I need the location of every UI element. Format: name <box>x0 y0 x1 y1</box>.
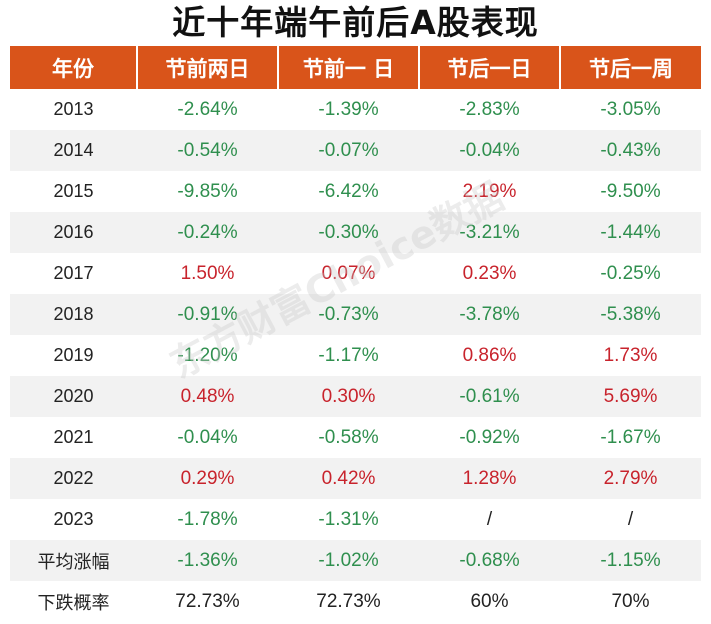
table-cell: -1.31% <box>318 508 379 530</box>
table-row: 2018 -0.91% -0.73% -3.78% -5.38% <box>10 294 701 335</box>
table-cell: -9.85% <box>177 180 238 202</box>
table-cell: 72.73% <box>175 590 240 612</box>
table-row: 2016 -0.24% -0.30% -3.21% -1.44% <box>10 212 701 253</box>
table-cell: -3.21% <box>419 212 560 253</box>
table-cell: 1.28% <box>419 458 560 499</box>
row-label: 2014 <box>10 130 137 171</box>
row-label: 2020 <box>10 376 137 417</box>
table-cell: -1.02% <box>278 540 419 581</box>
table-cell: -0.61% <box>419 376 560 417</box>
table-cell: 60% <box>470 590 509 612</box>
table-cell: -1.44% <box>560 212 701 253</box>
row-label: 2019 <box>53 345 94 365</box>
table-cell: -1.78% <box>177 508 238 530</box>
table-cell: -0.43% <box>560 130 701 171</box>
table-header-row: 年份 节前两日 节前一 日 节后一日 节后一周 <box>10 46 701 89</box>
table-row-probability: 下跌概率 72.73% 72.73% 60% 70% <box>10 581 701 622</box>
table-cell: -0.58% <box>318 426 379 448</box>
table-cell: -1.67% <box>600 426 661 448</box>
header-two-days-before: 节前两日 <box>137 46 279 89</box>
header-year: 年份 <box>10 46 138 89</box>
table-cell: 0.30% <box>278 376 419 417</box>
table-cell: -0.25% <box>600 262 661 284</box>
table-cell: 0.29% <box>137 458 278 499</box>
row-label: 下跌概率 <box>37 592 110 613</box>
table-cell: 2.19% <box>462 180 517 202</box>
table-cell: 0.07% <box>321 262 376 284</box>
row-label: 2017 <box>53 263 94 283</box>
table-cell: -9.50% <box>600 180 661 202</box>
table-cell: -1.36% <box>137 540 278 581</box>
table-cell: 0.42% <box>278 458 419 499</box>
header-one-day-before: 节前一 日 <box>278 46 420 89</box>
row-label: 2015 <box>53 181 94 201</box>
table-cell: 70% <box>611 590 650 612</box>
row-label: 2013 <box>53 99 94 119</box>
table-cell: / <box>627 508 634 530</box>
row-label: 2022 <box>10 458 137 499</box>
table-cell: 0.86% <box>462 344 517 366</box>
table-cell: 5.69% <box>560 376 701 417</box>
table-row: 2023 -1.78% -1.31% / / <box>10 499 701 540</box>
table-row: 2021 -0.04% -0.58% -0.92% -1.67% <box>10 417 701 458</box>
table-row: 2013 -2.64% -1.39% -2.83% -3.05% <box>10 89 701 130</box>
performance-table: 年份 节前两日 节前一 日 节后一日 节后一周 2013 -2.64% -1.3… <box>10 46 701 622</box>
row-label: 2018 <box>10 294 137 335</box>
table-cell: -6.42% <box>318 180 379 202</box>
table-cell: 2.79% <box>560 458 701 499</box>
table-row: 2020 0.48% 0.30% -0.61% 5.69% <box>10 376 701 417</box>
table-cell: 0.23% <box>462 262 517 284</box>
table-cell: -0.24% <box>137 212 278 253</box>
table-cell: -1.39% <box>318 98 379 120</box>
table-row: 2017 1.50% 0.07% 0.23% -0.25% <box>10 253 701 294</box>
table-cell: 1.50% <box>180 262 235 284</box>
table-cell: -2.64% <box>177 98 238 120</box>
table-cell: -0.54% <box>137 130 278 171</box>
table-cell: -1.15% <box>560 540 701 581</box>
table-cell: 1.73% <box>603 344 658 366</box>
table-cell: 0.48% <box>137 376 278 417</box>
table-cell: -0.04% <box>419 130 560 171</box>
header-one-week-after: 节后一周 <box>560 46 701 89</box>
table-cell: -1.20% <box>177 344 238 366</box>
table-cell: -1.17% <box>318 344 379 366</box>
table-cell: -0.30% <box>278 212 419 253</box>
table-cell: -0.91% <box>137 294 278 335</box>
table-cell: -0.73% <box>278 294 419 335</box>
table-cell: -3.78% <box>419 294 560 335</box>
table-cell: -0.68% <box>419 540 560 581</box>
table-row: 2022 0.29% 0.42% 1.28% 2.79% <box>10 458 701 499</box>
row-label: 平均涨幅 <box>10 540 137 581</box>
row-label: 2016 <box>10 212 137 253</box>
table-row: 2019 -1.20% -1.17% 0.86% 1.73% <box>10 335 701 376</box>
header-one-day-after: 节后一日 <box>419 46 561 89</box>
table-cell: -5.38% <box>560 294 701 335</box>
table-row: 2015 -9.85% -6.42% 2.19% -9.50% <box>10 171 701 212</box>
table-cell: -0.07% <box>278 130 419 171</box>
table-row: 2014 -0.54% -0.07% -0.04% -0.43% <box>10 130 701 171</box>
table-cell: -2.83% <box>459 98 520 120</box>
row-label: 2023 <box>53 509 94 529</box>
table-cell: 72.73% <box>316 590 381 612</box>
table-row-average: 平均涨幅 -1.36% -1.02% -0.68% -1.15% <box>10 540 701 581</box>
table-cell: -0.92% <box>459 426 520 448</box>
table-cell: -0.04% <box>177 426 238 448</box>
page-title: 近十年端午前后A股表现 <box>172 3 539 42</box>
row-label: 2021 <box>53 427 94 447</box>
table-cell: / <box>486 508 493 530</box>
table-cell: -3.05% <box>600 98 661 120</box>
